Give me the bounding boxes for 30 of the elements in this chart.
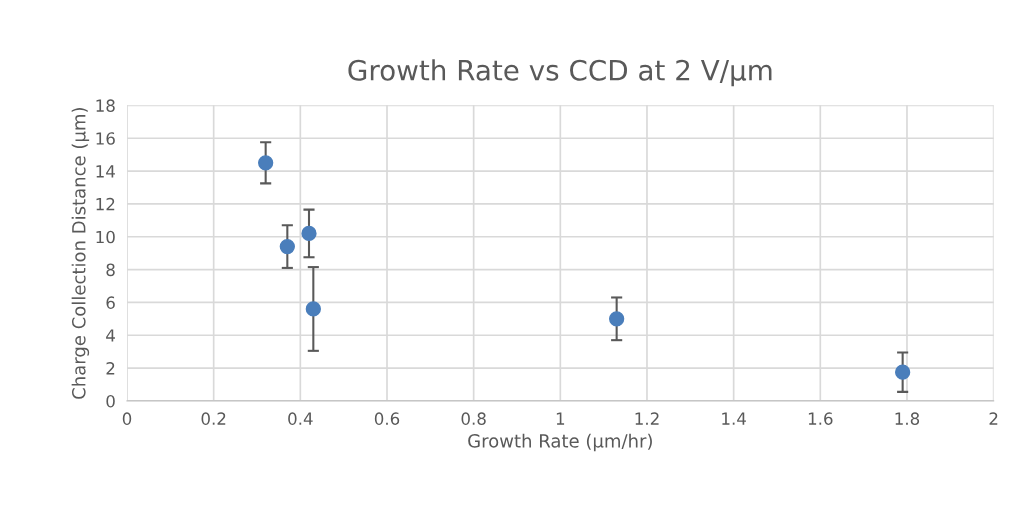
y-axis-title: Charge Collection Distance (µm) [71, 107, 90, 399]
x-tick-label: 1.8 [895, 412, 920, 425]
y-tick-label: 10 [96, 230, 115, 244]
chart-title: Growth Rate vs CCD at 2 V/µm [348, 59, 772, 87]
x-tick-label: 0.2 [201, 412, 226, 425]
x-tick-label: 0.6 [374, 412, 400, 425]
y-tick-label: 16 [96, 132, 115, 145]
y-tick-label: 12 [96, 197, 115, 211]
point [609, 311, 625, 327]
y-tick-label: 2 [106, 362, 115, 375]
y-tick-label: 14 [96, 165, 115, 178]
x-tick-label: 1.6 [808, 412, 833, 425]
y-tick-label: 6 [106, 296, 115, 309]
x-tick-label: 0 [122, 412, 132, 425]
x-tick-label: 0.4 [288, 412, 313, 425]
y-tick-label: 4 [106, 329, 115, 342]
x-tick-label: 2 [989, 412, 998, 425]
y-tick-label: 0 [106, 394, 115, 408]
x-axis-title: Growth Rate (µm/hr) [468, 433, 652, 452]
point [301, 225, 317, 242]
point [305, 301, 321, 317]
point [895, 364, 911, 380]
point [279, 238, 295, 255]
point [258, 155, 274, 171]
x-tick-label: 1.2 [635, 412, 659, 425]
y-tick-label: 8 [106, 263, 115, 277]
y-tick-label: 18 [96, 99, 115, 112]
x-tick-label: 1 [556, 412, 565, 425]
x-tick-label: 1.4 [722, 412, 746, 425]
x-tick-label: 0.8 [461, 412, 486, 425]
